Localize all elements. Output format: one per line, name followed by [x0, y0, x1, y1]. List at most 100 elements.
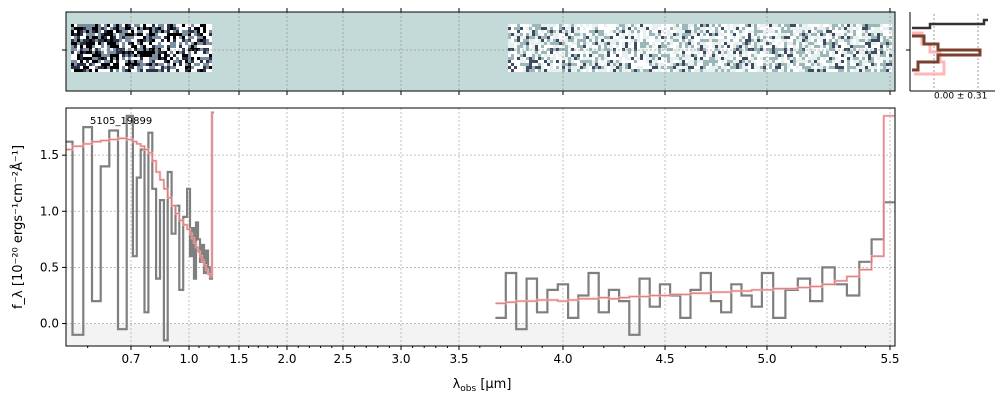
spectrum-2d-pixel	[823, 48, 826, 51]
spectrum-2d-pixel	[691, 24, 694, 27]
spectrum-2d-pixel	[883, 33, 886, 36]
spectrum-2d-pixel	[775, 57, 778, 60]
spectrum-2d-pixel	[104, 54, 107, 57]
spectrum-2d-pixel	[161, 69, 164, 72]
spectrum-2d-pixel	[607, 57, 610, 60]
spectrum-2d-pixel	[191, 33, 194, 36]
spectrum-2d-pixel	[523, 66, 526, 69]
spectrum-2d-pixel	[541, 39, 544, 42]
spectrum-2d-pixel	[694, 24, 697, 27]
spectrum-2d-pixel	[751, 60, 754, 63]
spectrum-2d-pixel	[682, 48, 685, 51]
spectrum-2d-pixel	[634, 27, 637, 30]
spectrum-2d-pixel	[694, 60, 697, 63]
spectrum-2d-pixel	[514, 45, 517, 48]
spectrum-2d-pixel	[757, 27, 760, 30]
spectrum-2d-pixel	[517, 66, 520, 69]
spectrum-2d-pixel	[197, 48, 200, 51]
spectrum-2d-pixel	[877, 36, 880, 39]
spectrum-2d-pixel	[721, 48, 724, 51]
spectrum-2d-pixel	[691, 33, 694, 36]
spectrum-2d-pixel	[517, 24, 520, 27]
spectrum-2d-pixel	[625, 33, 628, 36]
spectrum-2d-pixel	[874, 45, 877, 48]
spectrum-2d-pixel	[796, 57, 799, 60]
spectrum-2d-pixel	[134, 24, 137, 27]
spectrum-2d-pixel	[757, 36, 760, 39]
spectrum-2d-pixel	[95, 39, 98, 42]
spectrum-2d-pixel	[850, 24, 853, 27]
spectrum-2d-pixel	[673, 45, 676, 48]
spectrum-2d-pixel	[206, 27, 209, 30]
spectrum-2d-pixel	[655, 60, 658, 63]
spectrum-2d-pixel	[80, 24, 83, 27]
spectrum-2d-pixel	[682, 54, 685, 57]
spectrum-2d-pixel	[811, 27, 814, 30]
spectrum-2d-pixel	[637, 39, 640, 42]
spectrum-2d-pixel	[523, 48, 526, 51]
spectrum-2d-pixel	[607, 42, 610, 45]
spectrum-2d-pixel	[652, 66, 655, 69]
spectrum-2d-pixel	[520, 30, 523, 33]
spectrum-2d-pixel	[523, 63, 526, 66]
spectrum-2d-pixel	[619, 45, 622, 48]
spectrum-2d-pixel	[113, 33, 116, 36]
spectrum-2d-pixel	[889, 51, 892, 54]
spectrum-2d-pixel	[712, 30, 715, 33]
spectrum-2d-pixel	[194, 48, 197, 51]
spectrum-2d-pixel	[697, 30, 700, 33]
spectrum-2d-pixel	[883, 69, 886, 72]
spectrum-2d-pixel	[823, 36, 826, 39]
spectrum-2d-pixel	[829, 51, 832, 54]
spectrum-2d-pixel	[607, 30, 610, 33]
spectrum-2d-pixel	[883, 30, 886, 33]
spectrum-2d-pixel	[209, 66, 212, 69]
spectrum-2d-pixel	[712, 45, 715, 48]
spectrum-2d-pixel	[877, 39, 880, 42]
spectrum-2d-pixel	[844, 63, 847, 66]
spectrum-2d-pixel	[826, 66, 829, 69]
spectrum-2d-pixel	[727, 48, 730, 51]
spectrum-2d-pixel	[619, 48, 622, 51]
spectrum-2d-pixel	[526, 63, 529, 66]
spectrum-2d-pixel	[158, 39, 161, 42]
spectrum-2d-pixel	[814, 27, 817, 30]
spectrum-2d-pixel	[799, 30, 802, 33]
spectrum-2d-pixel	[754, 60, 757, 63]
spectrum-2d-pixel	[613, 57, 616, 60]
spectrum-2d-pixel	[119, 48, 122, 51]
spectrum-2d-pixel	[862, 66, 865, 69]
spectrum-2d-pixel	[158, 27, 161, 30]
spectrum-2d-pixel	[754, 69, 757, 72]
spectrum-2d-pixel	[185, 48, 188, 51]
spectrum-2d-pixel	[80, 66, 83, 69]
spectrum-2d-pixel	[134, 45, 137, 48]
spectrum-2d-pixel	[880, 24, 883, 27]
spectrum-2d-pixel	[688, 36, 691, 39]
spectrum-2d-pixel	[529, 45, 532, 48]
spectrum-2d-pixel	[775, 63, 778, 66]
spectrum-2d-pixel	[736, 48, 739, 51]
spectrum-2d-pixel	[847, 33, 850, 36]
spectrum-2d-pixel	[571, 42, 574, 45]
spectrum-2d-pixel	[143, 60, 146, 63]
spectrum-2d-pixel	[113, 54, 116, 57]
spectrum-2d-pixel	[649, 63, 652, 66]
spectrum-2d-pixel	[649, 66, 652, 69]
spectrum-2d-pixel	[71, 24, 74, 27]
spectrum-2d-pixel	[712, 54, 715, 57]
spectrum-2d-pixel	[209, 24, 212, 27]
spectrum-2d-pixel	[601, 42, 604, 45]
spectrum-2d-pixel	[817, 60, 820, 63]
spectrum-2d-pixel	[128, 33, 131, 36]
spectrum-2d-pixel	[841, 63, 844, 66]
spectrum-2d-pixel	[188, 36, 191, 39]
spectrum-2d-pixel	[601, 27, 604, 30]
spectrum-2d-pixel	[658, 27, 661, 30]
spectrum-2d-pixel	[176, 63, 179, 66]
spectrum-2d-pixel	[595, 45, 598, 48]
spectrum-2d-pixel	[835, 30, 838, 33]
spectrum-2d-pixel	[586, 63, 589, 66]
spectrum-2d-pixel	[571, 30, 574, 33]
spectrum-2d-pixel	[856, 57, 859, 60]
